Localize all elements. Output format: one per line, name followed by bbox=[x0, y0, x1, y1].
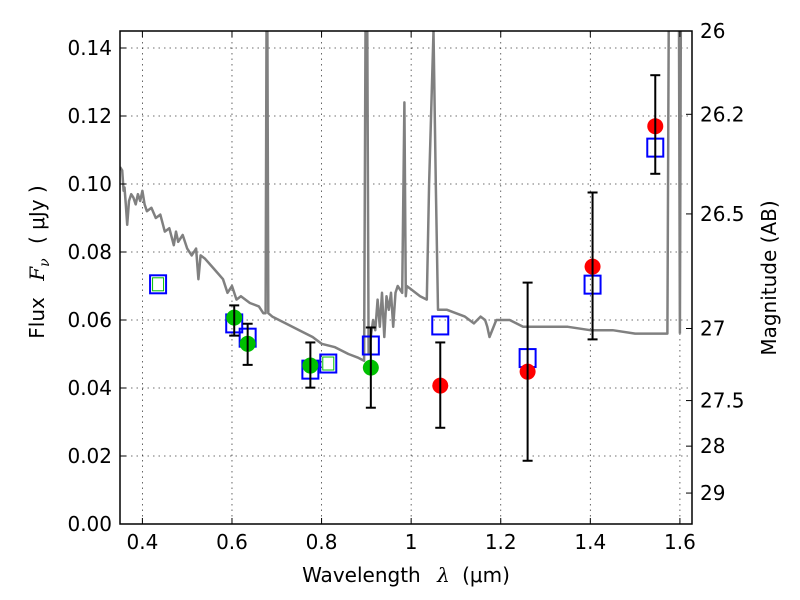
x-tick-label: 1.6 bbox=[664, 530, 696, 554]
y2-tick-label: 27 bbox=[700, 317, 725, 341]
y-tick-label: 0.06 bbox=[67, 308, 112, 332]
x-axis-label-text: Wavelength bbox=[302, 563, 421, 587]
y-tick-label: 0.00 bbox=[67, 512, 112, 536]
y-axis-label-unit: ( μJy ) bbox=[25, 185, 49, 244]
y-tick-label: 0.02 bbox=[67, 444, 112, 468]
x-axis-label-symbol: λ bbox=[436, 563, 450, 587]
model-square-inner bbox=[322, 356, 335, 371]
y2-tick-label: 29 bbox=[700, 481, 725, 505]
data-points bbox=[149, 74, 665, 462]
x-axis-label: Wavelength λ (μm) bbox=[302, 563, 510, 587]
y-tick-label: 0.04 bbox=[67, 376, 112, 400]
x-tick-label: 1 bbox=[405, 530, 418, 554]
x-tick-label: 0.4 bbox=[126, 530, 158, 554]
y-axis-label-text: Flux bbox=[25, 297, 49, 339]
model-spectrum bbox=[120, 31, 683, 363]
y2-axis-label: Magnitude (AB) bbox=[757, 200, 781, 355]
y-tick-label: 0.08 bbox=[67, 240, 112, 264]
model-square-marker bbox=[431, 315, 450, 336]
x-tick-label: 0.8 bbox=[306, 530, 338, 554]
y2-tick-label: 26.2 bbox=[700, 102, 745, 126]
spectrum-line bbox=[120, 31, 670, 363]
x-tick-label: 1.2 bbox=[485, 530, 517, 554]
y2-tick-label: 27.5 bbox=[700, 389, 745, 413]
y2-tick-label: 28 bbox=[700, 434, 725, 458]
model-square-marker bbox=[319, 353, 338, 374]
y-axis-label-symbol: F bbox=[25, 266, 49, 282]
spectrum-line-segment bbox=[677, 31, 683, 334]
y2-tick-label: 26.5 bbox=[700, 202, 745, 226]
y2-tick-label: 26 bbox=[700, 19, 725, 43]
y-tick-label: 0.14 bbox=[67, 36, 112, 60]
y-axis-label: Flux Fν ( μJy ) bbox=[25, 185, 54, 338]
y-tick-label: 0.12 bbox=[67, 104, 112, 128]
x-axis-label-unit: (μm) bbox=[462, 563, 510, 587]
y-axis-label-symbol-sub: ν bbox=[37, 258, 53, 267]
x-tick-label: 0.6 bbox=[216, 530, 248, 554]
y-tick-label: 0.10 bbox=[67, 172, 112, 196]
plot-frame bbox=[119, 30, 693, 525]
model-square-marker bbox=[149, 274, 168, 295]
axis-ticks: 0.4 0.6 0.8 1 1.2 1.4 1.6 0.00 0.02 0.04 0.06 0.08 0… bbox=[67, 19, 744, 554]
x-tick-label: 1.4 bbox=[574, 530, 606, 554]
model-square-inner bbox=[152, 277, 165, 292]
